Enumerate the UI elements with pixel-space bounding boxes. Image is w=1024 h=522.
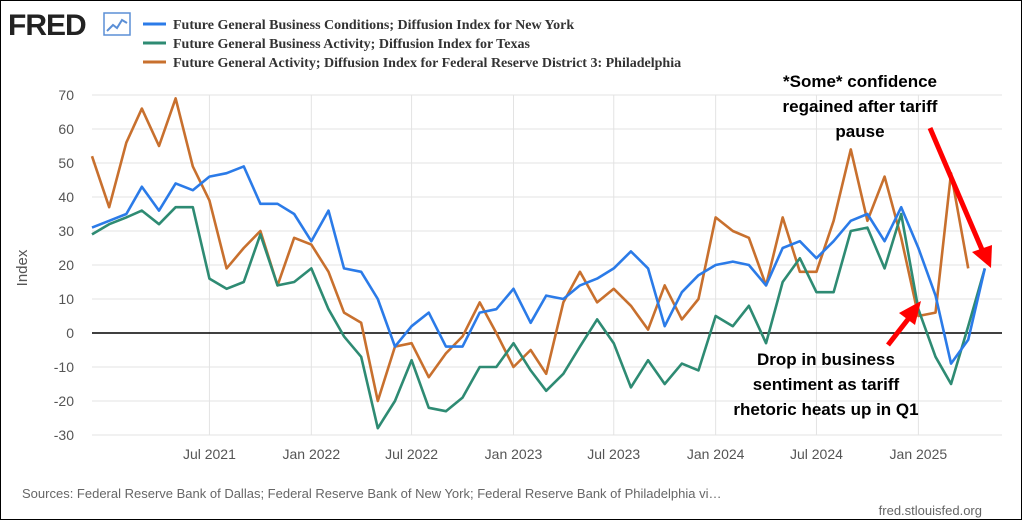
y-tick-label: -10 xyxy=(54,359,74,375)
y-tick-label: 30 xyxy=(58,223,74,239)
y-tick-label: 10 xyxy=(58,291,74,307)
arrow-bottom xyxy=(886,316,911,347)
annotation-top-line-2: regained after tariff xyxy=(783,97,938,116)
x-tick-label: Jan 2022 xyxy=(283,446,341,462)
annotation-bottom-line-3: rhetoric heats up in Q1 xyxy=(733,400,918,419)
annotation-top-line-1: *Some* confidence xyxy=(783,72,937,91)
legend: Future General Business Conditions; Diff… xyxy=(143,18,681,71)
series-lines xyxy=(90,97,987,430)
x-tick-label: Jan 2024 xyxy=(687,446,745,462)
y-tick-label: -30 xyxy=(54,427,74,443)
x-tick-label: Jan 2025 xyxy=(890,446,948,462)
series-line-2 xyxy=(91,205,987,430)
series-line-3 xyxy=(90,97,970,403)
annotation-bottom: Drop in business sentiment as tariff rhe… xyxy=(733,350,918,419)
annotation-bottom-line-2: sentiment as tariff xyxy=(753,375,900,394)
x-tick-label: Jul 2022 xyxy=(385,446,438,462)
y-tick-label: 40 xyxy=(58,189,74,205)
legend-label: Future General Activity; Diffusion Index… xyxy=(173,56,681,71)
legend-label: Future General Business Activity; Diffus… xyxy=(173,37,530,52)
y-tick-label: 70 xyxy=(58,87,74,103)
y-tick-label: 50 xyxy=(58,155,74,171)
y-axis-label: Index xyxy=(14,249,31,286)
annotation-arrows xyxy=(886,127,992,347)
x-tick-label: Jan 2023 xyxy=(485,446,543,462)
arrow-top xyxy=(927,127,986,253)
y-tick-label: 0 xyxy=(66,325,74,341)
x-tick-label: Jul 2021 xyxy=(183,446,236,462)
sources-text: Sources: Federal Reserve Bank of Dallas;… xyxy=(22,486,721,501)
annotation-top-line-3: pause xyxy=(835,122,884,141)
legend-label: Future General Business Conditions; Diff… xyxy=(173,18,574,33)
y-tick-label: -20 xyxy=(54,393,74,409)
y-tick-label: 60 xyxy=(58,121,74,137)
fred-url-link[interactable]: fred.stlouisfed.org xyxy=(879,503,982,518)
arrow-bottom-head xyxy=(899,301,921,325)
y-axis-ticks: 70 60 50 40 30 20 10 0 -10 -20 -30 xyxy=(54,87,74,443)
fred-logo-icon xyxy=(103,12,131,36)
arrow-top-head xyxy=(972,245,992,268)
x-tick-label: Jul 2023 xyxy=(587,446,640,462)
x-tick-label: Jul 2024 xyxy=(790,446,843,462)
x-axis-ticks: Jul 2021 Jan 2022 Jul 2022 Jan 2023 Jul 2023… xyxy=(183,446,947,462)
series-line-1 xyxy=(91,165,987,365)
plot-area: 70 60 50 40 30 20 10 0 -10 -20 -30 Jul 2021 Jan 202… xyxy=(54,87,1002,462)
annotation-top: *Some* confidence regained after tariff … xyxy=(783,72,938,141)
fred-logo[interactable]: FRED xyxy=(8,9,87,42)
y-tick-label: 20 xyxy=(58,257,74,273)
annotation-bottom-line-1: Drop in business xyxy=(757,350,895,369)
